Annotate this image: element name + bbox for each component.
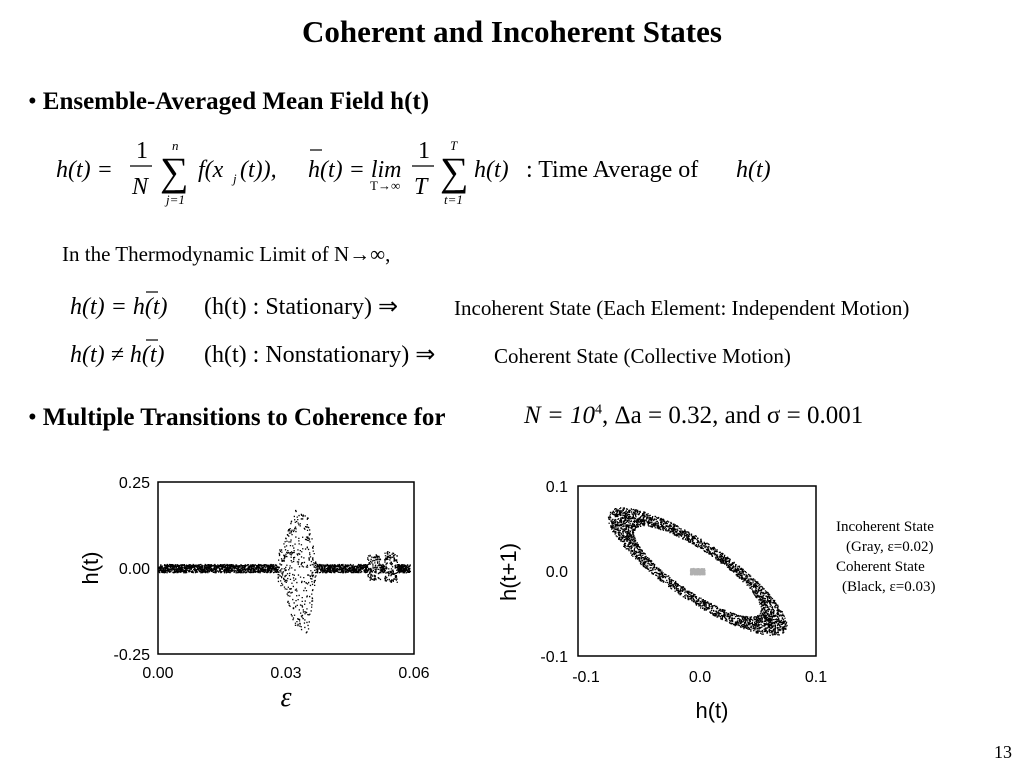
stationary-paren: (h(t) : Stationary) ⇒: [204, 294, 398, 320]
page-title: Coherent and Incoherent States: [302, 14, 722, 49]
thermodynamic-limit-text: In the Thermodynamic Limit of N→∞,: [62, 242, 391, 266]
sigma-symbol: ∑: [160, 149, 189, 194]
bullet-heading-text: Multiple Transitions to Coherence for: [42, 404, 446, 431]
return-map-chart: 0.1 0.0 -0.1 -0.1 0.0 0.1 h(t) h(t+1): [496, 479, 827, 723]
x-tick-label: 0.06: [398, 665, 429, 682]
parameter-rest: , Δa = 0.32, and σ = 0.001: [602, 402, 864, 429]
coherent-state-text: Coherent State (Collective Motion): [494, 344, 791, 368]
eq-lhs2: h(t) = lim: [308, 157, 402, 183]
x-tick-label: 0.0: [689, 669, 711, 686]
page-number: 13: [994, 742, 1012, 762]
bullet-heading-mean-field: • Ensemble-Averaged Mean Field h(t): [28, 88, 429, 116]
y-tick-label: 0.0: [546, 564, 568, 581]
scatter-points: [158, 509, 411, 634]
eq-desc: : Time Average of: [526, 157, 698, 183]
mean-field-equation: h(t) = 1 N n ∑ j=1 f(x j (t)), h(t) = li…: [56, 138, 771, 207]
legend-coherent-label: Coherent State: [836, 559, 925, 575]
eq-term1-end: (t)),: [240, 157, 277, 183]
x-tick-label: 0.03: [270, 665, 301, 682]
legend-coherent-detail: (Black, ε=0.03): [842, 579, 936, 595]
x-tick-label: 0.1: [805, 669, 827, 686]
y-axis-label: h(t): [80, 552, 103, 585]
x-tick-label: -0.1: [572, 669, 600, 686]
y-tick-label: -0.25: [114, 647, 151, 664]
sigma-symbol: ∑: [440, 149, 469, 194]
x-axis-label: h(t): [696, 698, 729, 723]
eq-lim-sub: T→∞: [370, 178, 400, 193]
parameter-n: N = 10: [524, 402, 596, 429]
plot-frame: [157, 481, 415, 655]
y-tick-label: -0.1: [540, 649, 568, 666]
eq-sum2-bottom: t=1: [444, 192, 463, 207]
legend-incoherent-label: Incoherent State: [836, 519, 934, 535]
stationary-eq: h(t) = h(t): [70, 294, 168, 320]
bullet-heading-text: Ensemble-Averaged Mean Field h(t): [42, 88, 430, 115]
scatter-points: [607, 507, 788, 636]
legend-incoherent-detail: (Gray, ε=0.02): [846, 539, 934, 555]
eq-frac2-den: T: [414, 174, 429, 200]
y-tick-label: 0.1: [546, 479, 568, 496]
incoherent-state-points: [689, 567, 706, 576]
bullet-dot: •: [28, 404, 37, 431]
eq-desc-end: h(t): [736, 157, 771, 183]
coherent-state-points: [607, 507, 788, 636]
x-tick-label: 0.00: [142, 665, 173, 682]
eq-lhs: h(t) =: [56, 157, 113, 183]
eq-frac2-num: 1: [418, 138, 430, 164]
chart-legend: Incoherent State (Gray, ε=0.02) Coherent…: [836, 517, 936, 597]
eq-frac1-num: 1: [136, 138, 148, 164]
incoherent-state-text: Incoherent State (Each Element: Independ…: [454, 296, 910, 320]
eq-term2: h(t): [474, 157, 509, 183]
eq-sum2-top: T: [450, 138, 458, 153]
nonstationary-equation: h(t) ≠ h(t) (h(t) : Nonstationary) ⇒: [70, 339, 435, 368]
eq-frac1-den: N: [131, 174, 150, 200]
scatter-point-cloud: [158, 509, 411, 634]
nonstationary-paren: (h(t) : Nonstationary) ⇒: [204, 342, 435, 368]
bullet-heading-transitions: • Multiple Transitions to Coherence for: [28, 404, 446, 432]
y-axis-label: h(t+1): [496, 543, 521, 601]
eq-sum1-top: n: [172, 138, 179, 153]
parameter-exponent: 4: [595, 402, 603, 418]
nonstationary-eq: h(t) ≠ h(t): [70, 342, 164, 368]
y-tick-label: 0.00: [119, 561, 150, 578]
x-axis-label: ε: [280, 682, 291, 713]
bullet-dot: •: [28, 88, 37, 115]
y-tick-label: 0.25: [119, 475, 150, 492]
eq-term1-sub: j: [231, 171, 237, 186]
parameters-math: N = 104, Δa = 0.32, and σ = 0.001: [524, 402, 863, 430]
h-vs-epsilon-chart: 0.25 0.00 -0.25 0.00 0.03 0.06 ε h(t): [80, 475, 430, 713]
plot-frame: [577, 485, 817, 657]
stationary-equation: h(t) = h(t) (h(t) : Stationary) ⇒: [70, 291, 398, 320]
eq-sum1-bottom: j=1: [164, 192, 185, 207]
eq-term1: f(x: [198, 157, 224, 183]
